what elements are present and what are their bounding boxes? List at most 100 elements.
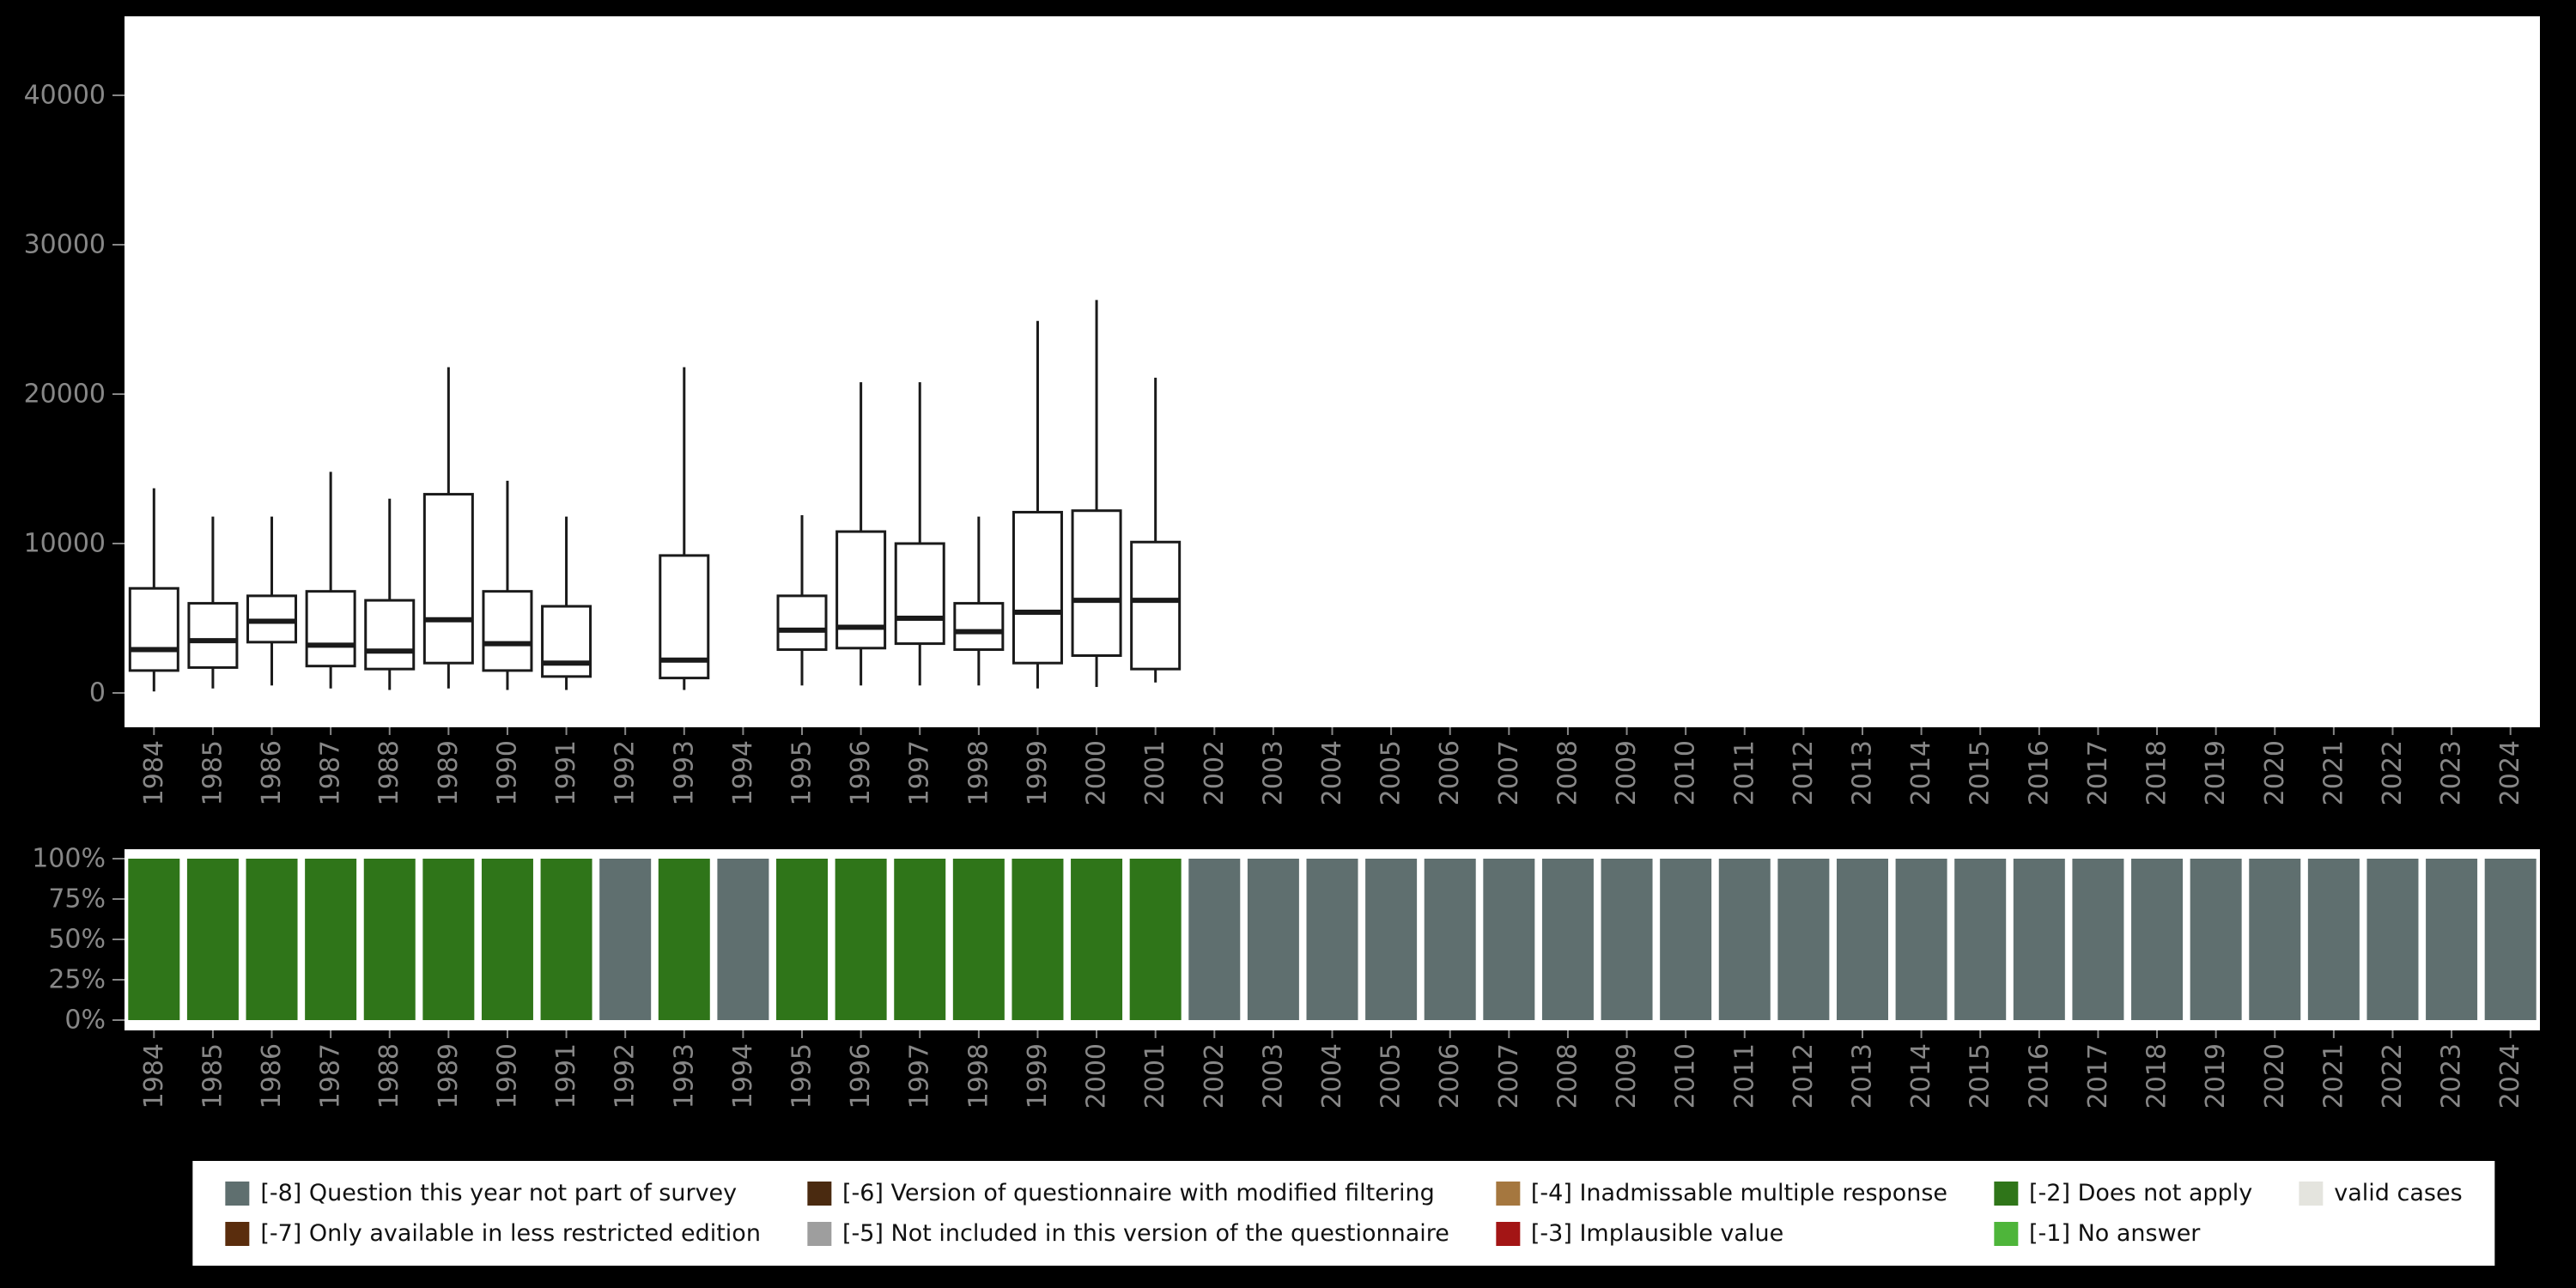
x-axis-year-label: 2019 xyxy=(2201,1043,2231,1109)
x-axis-year-label: 1992 xyxy=(611,1043,641,1109)
availability-bar-1986 xyxy=(246,859,298,1020)
availability-bar-2003 xyxy=(1247,859,1299,1020)
x-axis-year-label: 2003 xyxy=(1258,1043,1288,1109)
x-axis-year-label: 1996 xyxy=(846,740,876,805)
availability-bar-2023 xyxy=(2426,859,2478,1020)
x-axis-year-label: 1994 xyxy=(728,740,758,805)
legend-item-minus3: [-3] Implausible value xyxy=(1495,1220,1947,1247)
legend-label-minus7: [-7] Only available in less restricted e… xyxy=(260,1220,761,1247)
legend-item-minus7: [-7] Only available in less restricted e… xyxy=(225,1220,761,1247)
x-axis-year-label: 2013 xyxy=(1847,1043,1877,1109)
boxplot-1999 xyxy=(1012,320,1063,689)
legend: [-8] Question this year not part of surv… xyxy=(192,1161,2495,1266)
availability-bar-1998 xyxy=(952,859,1005,1020)
legend-item-minus5: [-5] Not included in this version of the… xyxy=(806,1220,1449,1247)
legend-swatch-minus5 xyxy=(806,1221,831,1246)
x-axis-year-label: 2007 xyxy=(1494,740,1524,805)
x-axis-year-label: 2015 xyxy=(1965,740,1996,805)
boxplot-1998 xyxy=(953,516,1005,686)
x-axis-year-label: 2004 xyxy=(1317,1043,1347,1109)
boxplot-1988 xyxy=(364,498,416,690)
x-axis-year-label: 2001 xyxy=(1140,1043,1170,1109)
x-axis-year-label: 1993 xyxy=(669,1043,699,1109)
legend-label-minus5: [-5] Not included in this version of the… xyxy=(841,1220,1449,1247)
x-axis-year-label: 2017 xyxy=(2083,740,2113,805)
availability-bar-1994 xyxy=(717,859,769,1020)
x-axis-year-label: 2011 xyxy=(1729,1043,1759,1109)
x-axis-year-label: 2006 xyxy=(1435,1043,1465,1109)
x-axis-year-label: 1991 xyxy=(551,740,581,805)
x-axis-year-label: 1994 xyxy=(728,1043,758,1109)
x-axis-year-label: 1996 xyxy=(846,1043,876,1109)
x-axis-year-label: 1988 xyxy=(374,1043,404,1109)
boxplot-1990 xyxy=(482,480,533,690)
x-axis-year-label: 1987 xyxy=(316,1043,346,1109)
x-axis-year-label: 2000 xyxy=(1082,1043,1112,1109)
availability-bar-2016 xyxy=(2013,859,2065,1020)
availability-bar-2001 xyxy=(1129,859,1182,1020)
x-axis-year-label: 2015 xyxy=(1965,1043,1996,1109)
boxplot-1997 xyxy=(894,382,945,686)
pct-axis-tick-label: 25% xyxy=(48,965,106,995)
legend-swatch-minus7 xyxy=(225,1221,250,1246)
x-axis-year-label: 1995 xyxy=(787,1043,817,1109)
pct-axis-tick-label: 0% xyxy=(64,1005,106,1036)
availability-bar-2024 xyxy=(2484,859,2537,1020)
availability-bar-2015 xyxy=(1954,859,2007,1020)
availability-bar-2002 xyxy=(1188,859,1241,1020)
legend-label-minus1: [-1] No answer xyxy=(2029,1220,2201,1247)
x-axis-year-label: 2002 xyxy=(1200,740,1230,805)
legend-swatch-minus3 xyxy=(1495,1221,1520,1246)
pct-axis-tick-label: 75% xyxy=(48,884,106,914)
x-axis-year-label: 2000 xyxy=(1082,740,1112,805)
availability-bar-1997 xyxy=(894,859,946,1020)
availability-bar-1995 xyxy=(776,859,829,1020)
boxplot-1986 xyxy=(246,516,298,686)
legend-label-minus4: [-4] Inadmissable multiple response xyxy=(1530,1180,1948,1206)
legend-item-valid-cases: valid cases xyxy=(2299,1180,2463,1206)
x-axis-year-label: 2007 xyxy=(1494,1043,1524,1109)
x-axis-year-label: 2018 xyxy=(2142,740,2172,805)
x-axis-year-label: 1990 xyxy=(492,740,522,805)
x-axis-year-label: 2020 xyxy=(2260,1043,2290,1109)
y-axis-tick-label: 30000 xyxy=(24,230,106,260)
boxplot-1989 xyxy=(422,367,474,689)
y-axis-tick-label: 10000 xyxy=(24,529,106,559)
availability-bar-2014 xyxy=(1895,859,1947,1020)
x-axis-year-label: 2012 xyxy=(1789,1043,1819,1109)
legend-swatch-minus2 xyxy=(1994,1181,2019,1206)
boxplot-1993 xyxy=(659,367,710,690)
availability-bar-2019 xyxy=(2190,859,2242,1020)
x-axis-year-label: 1995 xyxy=(787,740,817,805)
x-axis-year-label: 2022 xyxy=(2378,1043,2408,1109)
x-axis-year-label: 2010 xyxy=(1671,740,1701,805)
pct-axis-tick-label: 50% xyxy=(48,925,106,955)
x-axis-year-label: 1989 xyxy=(434,740,464,805)
x-axis-year-label: 1986 xyxy=(257,740,287,805)
availability-bar-1984 xyxy=(128,859,180,1020)
x-axis-year-label: 2011 xyxy=(1729,740,1759,805)
x-axis-year-label: 2019 xyxy=(2201,740,2231,805)
x-axis-year-label: 2020 xyxy=(2260,740,2290,805)
y-axis-tick-label: 0 xyxy=(89,678,106,708)
x-axis-year-label: 2018 xyxy=(2142,1043,2172,1109)
x-axis-year-label: 1997 xyxy=(905,1043,935,1109)
x-axis-year-label: 2009 xyxy=(1612,1043,1642,1109)
x-axis-year-label: 2002 xyxy=(1200,1043,1230,1109)
availability-bar-2012 xyxy=(1777,859,1830,1020)
x-axis-year-label: 2005 xyxy=(1376,1043,1406,1109)
x-axis-year-label: 1986 xyxy=(257,1043,287,1109)
availability-bar-2009 xyxy=(1601,859,1653,1020)
x-axis-year-label: 2004 xyxy=(1317,740,1347,805)
availability-bar-2013 xyxy=(1836,859,1888,1020)
x-axis-year-label: 1991 xyxy=(551,1043,581,1109)
availability-bar-1993 xyxy=(658,859,710,1020)
availability-bar-1990 xyxy=(481,859,533,1020)
availability-bar-1987 xyxy=(305,859,357,1020)
availability-bar-2005 xyxy=(1365,859,1418,1020)
legend-swatch-minus1 xyxy=(1994,1221,2019,1246)
legend-label-minus2: [-2] Does not apply xyxy=(2029,1180,2253,1206)
availability-bar-1996 xyxy=(835,859,887,1020)
x-axis-year-label: 2016 xyxy=(2024,1043,2054,1109)
